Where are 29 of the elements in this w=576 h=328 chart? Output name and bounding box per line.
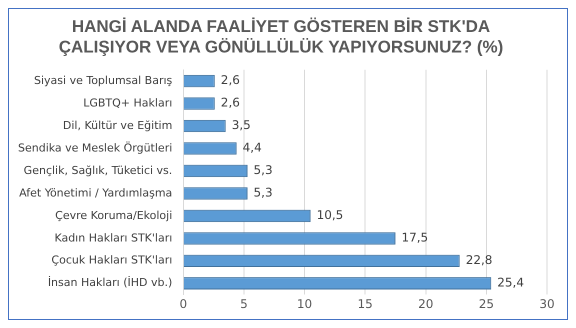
data-label: 25,4 — [497, 275, 524, 290]
y-tick-label: İnsan Hakları (İHD vb.) — [48, 275, 172, 290]
data-label: 22,8 — [466, 253, 492, 268]
y-tick-label: Afet Yönetimi / Yardımlaşma — [19, 186, 172, 200]
data-label: 2,6 — [220, 73, 240, 88]
y-tick-label: Çevre Koruma/Ekoloji — [55, 208, 172, 222]
data-label: 5,3 — [254, 163, 273, 178]
y-tick-label: LGBTQ+ Hakları — [83, 96, 172, 110]
data-label: 4,4 — [242, 140, 262, 155]
data-label: 10,5 — [316, 208, 344, 222]
x-tick-label: 20 — [418, 296, 434, 311]
data-label: 17,5 — [401, 230, 428, 245]
x-tick-label: 15 — [358, 296, 373, 311]
text: ÇALIŞIYOR VEYA GÖNÜLLÜLÜK YAPIYORSUNUZ? (%) — [58, 37, 504, 56]
x-tick-label: 0 — [179, 296, 188, 311]
data-label: 5,3 — [254, 186, 273, 200]
x-tick-label: 25 — [478, 296, 494, 311]
x-tick-label: 10 — [296, 296, 312, 311]
data-label: 2,6 — [220, 96, 240, 110]
x-tick-label: 30 — [539, 296, 555, 311]
y-tick-label: Çocuk Hakları STK'ları — [51, 254, 172, 267]
y-tick-label: Sendika ve Meslek Örgütleri — [18, 140, 172, 154]
y-tick-label: Siyasi ve Toplumsal Barış — [34, 74, 173, 87]
y-tick-label: Kadın Hakları STK'ları — [54, 231, 172, 244]
x-tick-label: 5 — [240, 296, 248, 311]
y-tick-label: Gençlik, Sağlık, Tüketici vs. — [24, 164, 172, 177]
data-label: 3,5 — [232, 118, 251, 132]
y-tick-label: Dil, Kültür ve Eğitim — [62, 118, 172, 132]
text: HANGİ ALANDA FAALİYET GÖSTEREN BİR STK'DA — [72, 16, 490, 36]
